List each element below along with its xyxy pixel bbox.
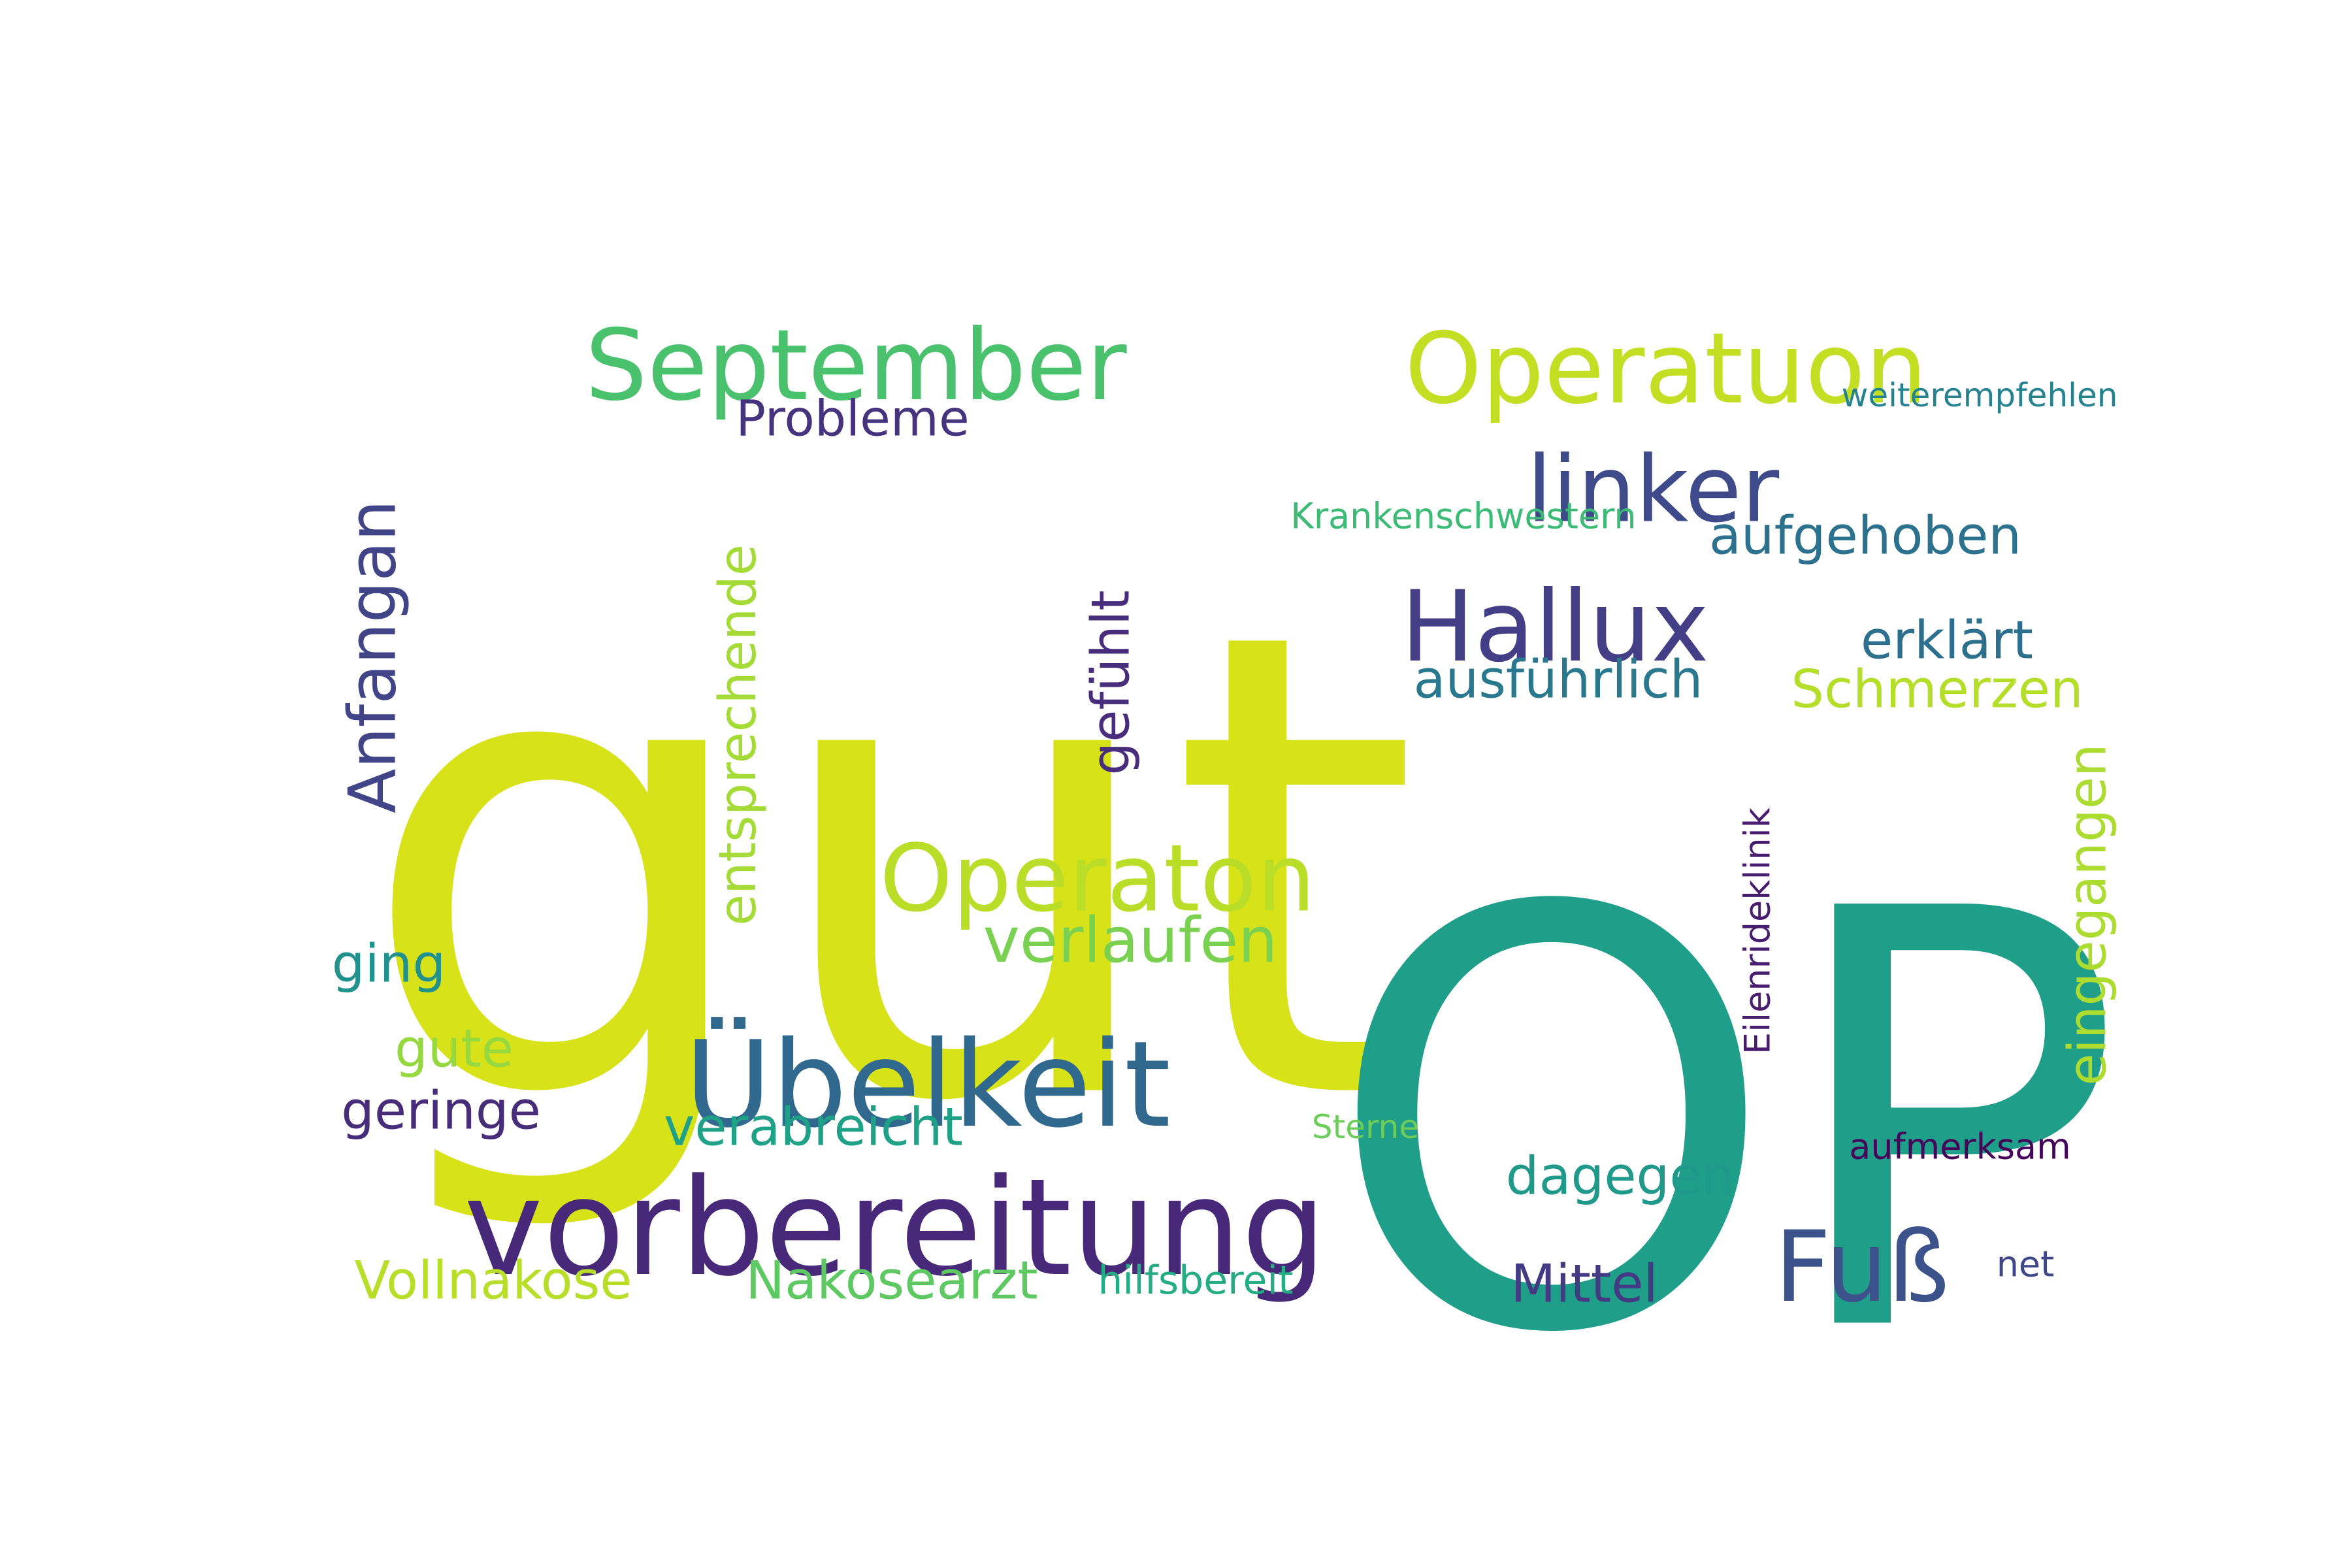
word-27: hilfsbereit — [1098, 1258, 1293, 1303]
word-5: Operatuon — [1405, 312, 1927, 426]
word-14: entsprechende — [709, 544, 768, 926]
word-31: Eilenrideklinik — [1737, 807, 1778, 1054]
word-18: gefühlt — [1081, 590, 1141, 775]
word-7: Hallux — [1401, 570, 1709, 684]
word-17: Schmerzen — [1791, 659, 2083, 720]
word-19: eingegangen — [2057, 743, 2118, 1085]
word-22: geringe — [341, 1081, 541, 1141]
word-24: dagegen — [1506, 1146, 1735, 1207]
word-4: September — [585, 309, 1126, 423]
word-21: gute — [395, 1019, 514, 1079]
word-32: Krankenschwestern — [1290, 496, 1636, 537]
word-25: Vollnakose — [355, 1250, 632, 1311]
word-0: gut — [357, 497, 1420, 1242]
word-3: Übelkeit — [685, 1015, 1171, 1154]
word-30: aufmerksam — [1849, 1126, 2070, 1168]
word-20: ging — [332, 934, 446, 994]
word-34: Sterne — [1312, 1108, 1419, 1146]
word-1: OP — [1325, 789, 2124, 1459]
word-23: verabreicht — [664, 1097, 963, 1158]
word-8: linker — [1527, 437, 1780, 544]
word-6: Operaton — [879, 825, 1315, 933]
word-28: Mittel — [1511, 1254, 1658, 1315]
word-9: Fuß — [1774, 1211, 1950, 1324]
word-2: vorbereitung — [464, 1151, 1327, 1306]
word-12: Probleme — [736, 389, 969, 448]
word-11: verlaufen — [983, 905, 1278, 977]
word-26: Nakosearzt — [745, 1250, 1037, 1311]
word-10: Anfangan — [335, 500, 411, 813]
word-15: ausführlich — [1413, 649, 1703, 710]
word-33: weiterempfehlen — [1842, 376, 2118, 414]
word-13: aufgehoben — [1709, 506, 2021, 566]
word-29: net — [1997, 1244, 2055, 1285]
word-16: erklärt — [1861, 610, 2033, 671]
